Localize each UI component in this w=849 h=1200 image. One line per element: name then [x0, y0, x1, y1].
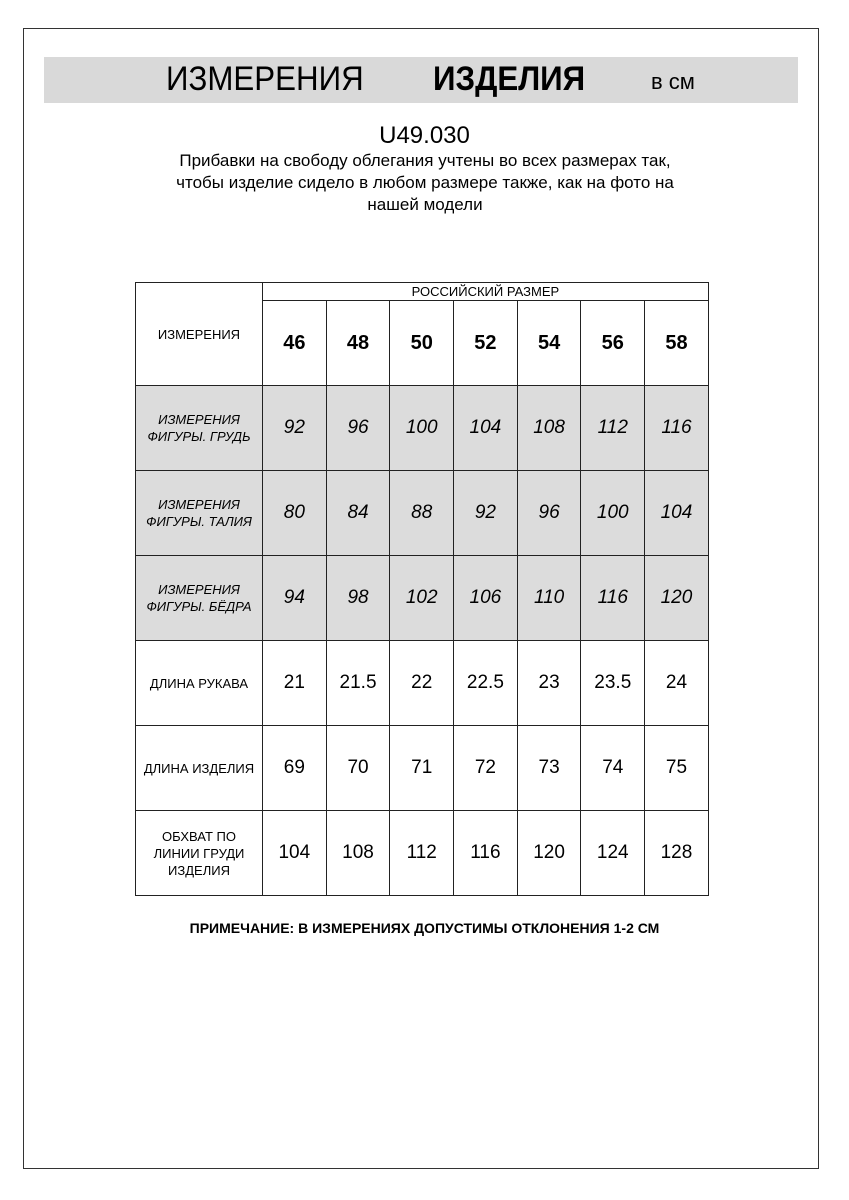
size-table: ИЗМЕРЕНИЯ РОССИЙСКИЙ РАЗМЕР 46 48 50 52 54 56… [135, 282, 709, 896]
row-label-line: ИЗМЕРЕНИЯ [158, 412, 240, 427]
table-cell: 75 [644, 725, 709, 811]
table-cell: 106 [453, 555, 518, 641]
row-label: ОБХВАТ ПО ЛИНИИ ГРУДИ ИЗДЕЛИЯ [135, 810, 263, 896]
table-cell: 71 [389, 725, 455, 811]
size-header: 48 [325, 300, 391, 386]
table-cell: 128 [644, 810, 709, 896]
corner-label: ИЗМЕРЕНИЯ [135, 282, 263, 386]
table-cell: 116 [644, 385, 709, 471]
size-header: 58 [644, 300, 709, 386]
row-label: ИЗМЕРЕНИЯ ФИГУРЫ. ТАЛИЯ [135, 470, 263, 556]
table-row: ИЗМЕРЕНИЯ ФИГУРЫ. ГРУДЬ 92 96 100 104 108 112 11… [135, 385, 709, 471]
table-cell: 104 [644, 470, 709, 556]
description-line: Прибавки на свободу облегания учтены во … [179, 151, 671, 170]
table-cell: 23.5 [580, 640, 646, 726]
table-cell: 102 [389, 555, 455, 641]
title-band [44, 57, 798, 103]
table-row: ДЛИНА ИЗДЕЛИЯ 69 70 71 72 73 74 75 [135, 725, 709, 811]
table-cell: 84 [325, 470, 391, 556]
table-cell: 100 [389, 385, 455, 471]
table-cell: 96 [516, 470, 582, 556]
table-cell: 22 [389, 640, 455, 726]
table-cell: 22.5 [453, 640, 518, 726]
table-cell: 21.5 [325, 640, 391, 726]
table-cell: 110 [516, 555, 582, 641]
table-row: ИЗМЕРЕНИЯ ФИГУРЫ. ТАЛИЯ 80 84 88 92 96 100 104 [135, 470, 709, 556]
row-label-line: ИЗДЕЛИЯ [168, 862, 230, 878]
title-unit: в см [651, 69, 695, 94]
description-line: чтобы изделие сидело в любом размере так… [176, 173, 674, 192]
row-label-line: ЛИНИИ ГРУДИ [153, 845, 245, 861]
table-cell: 24 [644, 640, 709, 726]
table-cell: 92 [453, 470, 518, 556]
table-cell: 21 [262, 640, 327, 726]
article-code: U49.030 [379, 122, 470, 149]
row-label: ДЛИНА ИЗДЕЛИЯ [135, 725, 263, 811]
table-row: ДЛИНА РУКАВА 21 21.5 22 22.5 23 23.5 24 [135, 640, 709, 726]
title-regular: ИЗМЕРЕНИЯ [166, 60, 364, 98]
row-label-line: ОБХВАТ ПО [162, 828, 236, 844]
row-label: ИЗМЕРЕНИЯ ФИГУРЫ. ГРУДЬ [135, 385, 263, 471]
table-cell: 92 [262, 385, 327, 471]
table-cell: 94 [262, 555, 327, 641]
table-cell: 116 [453, 810, 518, 896]
page-frame [23, 28, 819, 1169]
row-label: ИЗМЕРЕНИЯ ФИГУРЫ. БЁДРА [135, 555, 263, 641]
size-header: 54 [516, 300, 582, 386]
size-header: 52 [453, 300, 518, 386]
table-cell: 108 [516, 385, 582, 471]
group-label: РОССИЙСКИЙ РАЗМЕР [262, 282, 709, 301]
table-cell: 104 [262, 810, 327, 896]
table-cell: 112 [580, 385, 646, 471]
table-cell: 112 [389, 810, 455, 896]
size-header: 56 [580, 300, 646, 386]
table-cell: 104 [453, 385, 518, 471]
table-cell: 74 [580, 725, 646, 811]
table-cell: 88 [389, 470, 455, 556]
size-header: 50 [389, 300, 455, 386]
note: ПРИМЕЧАНИЕ: В ИЗМЕРЕНИЯХ ДОПУСТИМЫ ОТКЛО… [189, 920, 660, 936]
description-line: нашей модели [367, 195, 483, 214]
table-cell: 124 [580, 810, 646, 896]
table-cell: 116 [580, 555, 646, 641]
table-cell: 96 [325, 385, 391, 471]
table-cell: 80 [262, 470, 327, 556]
row-label-line: ФИГУРЫ. ГРУДЬ [147, 429, 251, 444]
row-label-line: ИЗМЕРЕНИЯ [158, 582, 240, 597]
row-label-line: ДЛИНА РУКАВА [149, 675, 249, 691]
row-label-line: ФИГУРЫ. ТАЛИЯ [146, 514, 252, 529]
size-header: 46 [262, 300, 327, 386]
row-label: ДЛИНА РУКАВА [135, 640, 263, 726]
row-label-line: ДЛИНА ИЗДЕЛИЯ [143, 760, 255, 776]
table-row: ИЗМЕРЕНИЯ ФИГУРЫ. БЁДРА 94 98 102 106 110 116 12… [135, 555, 709, 641]
table-cell: 23 [516, 640, 582, 726]
table-cell: 108 [325, 810, 391, 896]
row-label-line: ИЗМЕРЕНИЯ [158, 497, 240, 512]
table-cell: 120 [644, 555, 709, 641]
table-cell: 100 [580, 470, 646, 556]
table-cell: 73 [516, 725, 582, 811]
table-cell: 69 [262, 725, 327, 811]
title-bold: ИЗДЕЛИЯ [433, 60, 586, 98]
table-cell: 120 [516, 810, 582, 896]
table-cell: 70 [325, 725, 391, 811]
row-label-line: ФИГУРЫ. БЁДРА [146, 599, 252, 614]
description: Прибавки на свободу облегания учтены во … [120, 150, 730, 216]
table-cell: 72 [453, 725, 518, 811]
table-cell: 98 [325, 555, 391, 641]
table-row: ОБХВАТ ПО ЛИНИИ ГРУДИ ИЗДЕЛИЯ 104 108 112 116 1… [135, 810, 709, 896]
